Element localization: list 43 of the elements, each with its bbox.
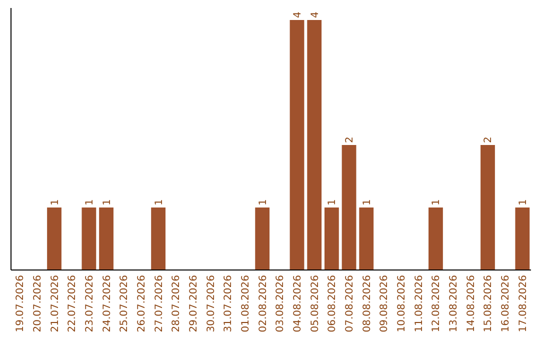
- data-label: 2: [483, 136, 494, 143]
- x-tick-label: 05.08.2026: [310, 275, 321, 332]
- x-tick-label: 22.07.2026: [67, 275, 78, 332]
- x-tick-label: 20.07.2026: [32, 275, 44, 332]
- x-tick-label: 11.08.2026: [414, 275, 425, 332]
- x-tick-label: 24.07.2026: [102, 275, 113, 332]
- data-label: 1: [50, 199, 61, 206]
- data-label: 1: [431, 199, 442, 206]
- x-tick-label: 15.08.2026: [483, 275, 494, 332]
- data-label: 2: [344, 136, 356, 143]
- data-label: 1: [154, 199, 165, 206]
- x-tick-label: 27.07.2026: [154, 275, 165, 332]
- x-tick-label: 09.08.2026: [379, 275, 390, 332]
- x-tick-label: 21.07.2026: [50, 275, 61, 332]
- data-label: 1: [102, 199, 113, 206]
- x-tick-label: 08.08.2026: [362, 275, 373, 332]
- x-tick-label: 12.08.2026: [431, 275, 442, 332]
- x-tick-label: 03.08.2026: [275, 275, 286, 332]
- data-label: 1: [518, 199, 529, 206]
- x-tick-label: 13.08.2026: [448, 275, 460, 332]
- x-tick-label: 26.07.2026: [136, 275, 148, 332]
- x-tick-label: 30.07.2026: [206, 275, 217, 332]
- data-label: 1: [362, 199, 373, 206]
- x-tick-label: 16.08.2026: [500, 275, 512, 332]
- x-tick-label: 06.08.2026: [327, 275, 338, 332]
- data-label: 4: [310, 12, 321, 18]
- x-tick-label: 28.07.2026: [171, 275, 182, 332]
- x-tick-label: 10.08.2026: [396, 275, 408, 332]
- x-tick-label: 31.07.2026: [223, 275, 234, 332]
- x-tick-label: 07.08.2026: [344, 275, 356, 332]
- x-tick-label: 14.08.2026: [466, 275, 477, 332]
- x-tick-label: 17.08.2026: [518, 275, 529, 332]
- data-label: 1: [84, 199, 96, 206]
- x-tick-label: 25.07.2026: [119, 275, 130, 332]
- data-label: 1: [258, 199, 269, 206]
- x-tick-label: 29.07.2026: [188, 275, 200, 332]
- x-tick-label: 19.07.2026: [15, 275, 26, 332]
- data-label: 1: [327, 199, 338, 206]
- x-tick-label: 23.07.2026: [84, 275, 96, 332]
- data-label: 4: [292, 12, 304, 18]
- x-tick-label: 01.08.2026: [240, 275, 252, 332]
- x-tick-label: 04.08.2026: [292, 275, 304, 332]
- x-tick-label: 02.08.2026: [258, 275, 269, 332]
